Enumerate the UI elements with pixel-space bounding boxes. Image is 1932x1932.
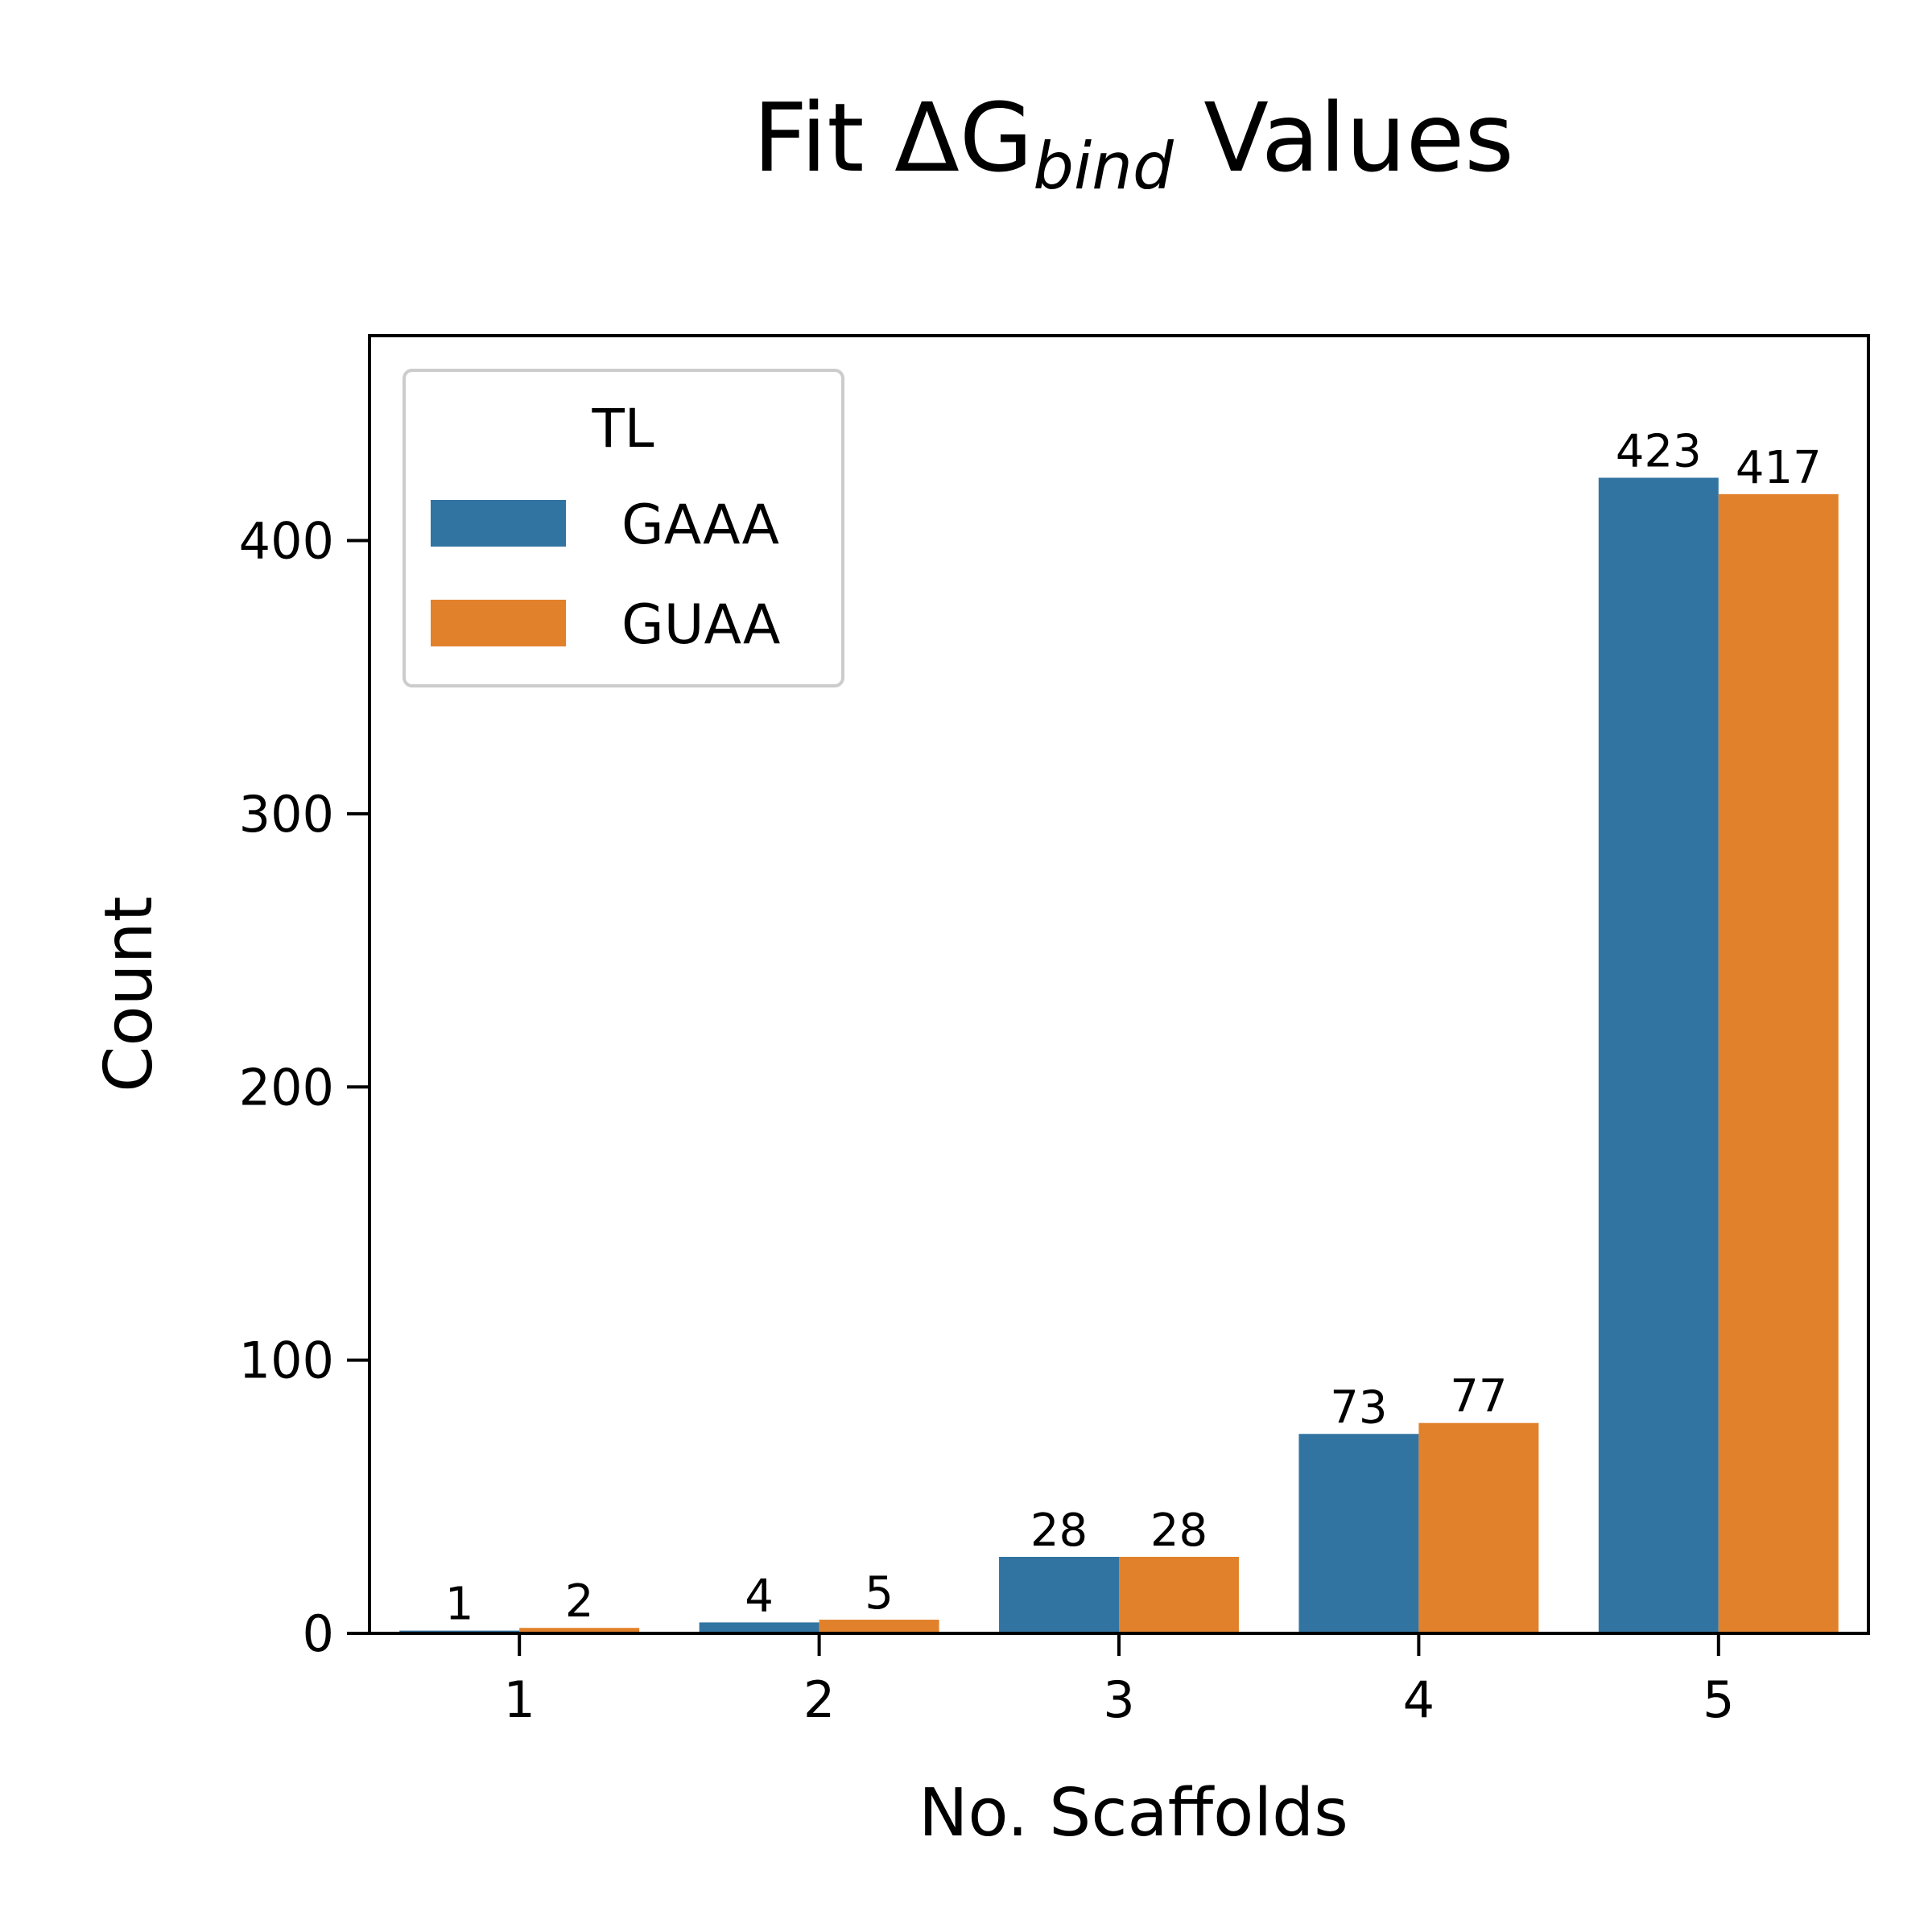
y-axis-label: Count [91, 896, 167, 1092]
bar-label-guaa-3: 28 [1150, 1505, 1208, 1557]
y-tick-label-0: 0 [303, 1604, 334, 1663]
bar-label-gaaa-4: 73 [1330, 1381, 1387, 1434]
bar-guaa-2 [819, 1620, 939, 1633]
bar-guaa-1 [519, 1628, 640, 1633]
legend-swatch-guaa [431, 600, 566, 646]
legend-title: TL [591, 398, 654, 460]
y-tick-label-400: 400 [239, 512, 334, 571]
chart-title: Fit ΔGbind Values [753, 82, 1514, 204]
bar-gaaa-4 [1298, 1434, 1419, 1633]
chart-title-subscript: bind [1033, 129, 1174, 204]
legend-label-gaaa: GAAA [621, 493, 779, 557]
bars-group [399, 477, 1839, 1633]
y-tick-label-100: 100 [239, 1331, 334, 1390]
x-tick-label-4: 4 [1403, 1670, 1435, 1729]
bar-label-gaaa-2: 4 [745, 1570, 774, 1622]
x-tick-label-1: 1 [503, 1670, 535, 1729]
bar-label-gaaa-3: 28 [1030, 1505, 1088, 1557]
bar-gaaa-2 [699, 1622, 819, 1633]
plot-frame [368, 334, 1870, 1635]
bar-label-guaa-1: 2 [565, 1575, 594, 1628]
legend-label-guaa: GUAA [621, 593, 780, 657]
chart-title-main: Fit ΔG [753, 82, 1033, 193]
y-axis: 0 100 200 300 400 [239, 512, 369, 1663]
x-axis: 1 2 3 4 5 [503, 1633, 1735, 1729]
bar-guaa-5 [1718, 493, 1839, 1633]
x-tick-label-2: 2 [803, 1670, 835, 1729]
bar-label-gaaa-1: 1 [445, 1579, 474, 1631]
bar-labels-group: 1 2 4 5 28 28 73 77 423 417 [445, 425, 1822, 1630]
bar-label-guaa-4: 77 [1450, 1371, 1507, 1423]
x-tick-label-3: 3 [1103, 1670, 1134, 1729]
legend-swatch-gaaa [431, 500, 566, 547]
chart-title-suffix: Values [1174, 82, 1514, 193]
y-tick-label-200: 200 [239, 1058, 334, 1117]
bar-gaaa-3 [999, 1556, 1119, 1633]
bar-label-guaa-2: 5 [865, 1567, 894, 1620]
bar-label-gaaa-5: 423 [1616, 425, 1702, 477]
bar-guaa-3 [1119, 1556, 1239, 1633]
bar-gaaa-5 [1598, 477, 1719, 1633]
legend: TL GAAA GUAA [402, 369, 844, 687]
y-tick-label-300: 300 [239, 785, 334, 844]
bar-guaa-4 [1418, 1422, 1539, 1633]
x-axis-label: No. Scaffolds [919, 1775, 1348, 1852]
bar-label-guaa-5: 417 [1736, 442, 1822, 494]
x-tick-label-5: 5 [1703, 1670, 1734, 1729]
